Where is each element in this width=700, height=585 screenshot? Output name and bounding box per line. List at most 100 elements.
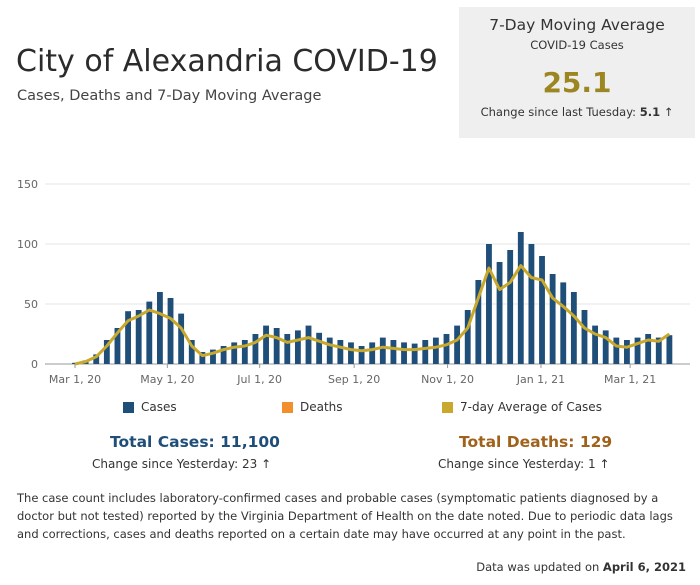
case-bar xyxy=(645,334,652,364)
case-bar xyxy=(156,292,163,364)
total-deaths: Total Deaths: 129 xyxy=(459,433,613,451)
cases-swatch xyxy=(123,401,134,413)
case-bar xyxy=(337,340,344,364)
up-arrow-icon: ↑ xyxy=(599,457,610,471)
legend-item-cases[interactable]: Cases xyxy=(123,400,177,414)
legend-label-avg: 7-day Average of Cases xyxy=(460,400,602,414)
kpi-change: Change since last Tuesday: 5.1 ↑ xyxy=(459,105,695,119)
case-bar xyxy=(231,342,238,364)
case-bar xyxy=(496,262,503,364)
case-bar xyxy=(263,325,269,364)
y-tick-label: 0 xyxy=(31,358,38,371)
case-bar xyxy=(220,346,227,364)
deaths-change-text: Change since Yesterday: 1 xyxy=(438,457,596,471)
avg-line xyxy=(74,264,671,366)
case-bar xyxy=(634,337,641,364)
case-bar xyxy=(592,325,599,364)
case-bar xyxy=(125,311,131,364)
kpi-change-label: Change since last Tuesday: xyxy=(480,105,637,119)
case-bar xyxy=(624,340,630,364)
case-bar xyxy=(411,343,418,364)
cases-chart: 0 50 100 150 Mar 1, 20 May 1, 20 Jul 1, 20 Sep … xyxy=(17,178,690,386)
case-bar xyxy=(549,274,556,364)
case-bar xyxy=(507,250,514,364)
updated-date: April 6, 2021 xyxy=(602,560,686,574)
x-tick-label: Jan 1, 21 xyxy=(516,373,565,386)
case-bar xyxy=(103,340,110,364)
case-bar xyxy=(294,330,301,364)
case-bar xyxy=(210,349,216,364)
case-bar xyxy=(114,328,121,364)
moving-average-card: 7-Day Moving Average COVID-19 Cases 25.1… xyxy=(459,7,695,138)
case-bar xyxy=(581,310,588,364)
case-bar xyxy=(369,342,376,364)
legend-label-cases: Cases xyxy=(141,400,177,414)
cases-change-text: Change since Yesterday: 23 xyxy=(92,457,258,471)
case-bar xyxy=(379,337,386,364)
updated-note: Data was updated on April 6, 2021 xyxy=(476,560,686,574)
total-cases: Total Cases: 11,100 xyxy=(110,433,280,451)
case-bar xyxy=(199,352,206,364)
x-tick-label: Mar 1, 20 xyxy=(49,373,101,386)
case-bar xyxy=(570,292,577,364)
case-bar xyxy=(475,280,482,364)
case-bar xyxy=(539,256,545,364)
x-tick-label: Jul 1, 20 xyxy=(236,373,282,386)
x-tick-label: May 1, 20 xyxy=(140,373,194,386)
y-tick-label: 150 xyxy=(17,178,38,191)
case-bar xyxy=(358,346,365,364)
case-bar xyxy=(188,340,195,364)
kpi-subtitle: COVID-19 Cases xyxy=(530,38,624,52)
case-bar xyxy=(464,310,471,364)
x-tick-label: Sep 1, 20 xyxy=(328,373,380,386)
x-tick-label: Mar 1, 21 xyxy=(604,373,656,386)
case-bar xyxy=(146,301,153,364)
page-subtitle: Cases, Deaths and 7-Day Moving Average xyxy=(17,88,322,104)
legend-item-avg[interactable]: 7-day Average of Cases xyxy=(442,400,602,414)
case-bar xyxy=(454,325,461,364)
y-tick-label: 100 xyxy=(17,238,38,251)
kpi-change-value: 5.1 xyxy=(639,105,661,119)
case-bar xyxy=(401,342,407,364)
case-bar xyxy=(528,244,535,364)
case-bar xyxy=(135,310,142,364)
deaths-swatch xyxy=(282,401,293,413)
case-bar xyxy=(666,335,673,364)
case-bar xyxy=(178,313,185,364)
case-bar xyxy=(284,334,291,364)
case-bar xyxy=(613,337,620,364)
case-bar xyxy=(655,337,662,364)
legend-label-deaths: Deaths xyxy=(300,400,343,414)
case-bar xyxy=(326,337,333,364)
up-arrow-icon: ↑ xyxy=(663,105,674,119)
case-bar xyxy=(241,340,248,364)
page-title: City of Alexandria COVID-19 xyxy=(16,44,438,79)
legend-item-deaths[interactable]: Deaths xyxy=(282,400,343,414)
case-bar xyxy=(390,340,397,364)
case-bar xyxy=(93,354,100,364)
case-bar xyxy=(602,330,609,364)
kpi-title: 7-Day Moving Average xyxy=(489,16,665,34)
case-bar xyxy=(348,342,354,364)
chart-legend: Cases Deaths 7-day Average of Cases xyxy=(0,400,700,418)
kpi-value: 25.1 xyxy=(542,66,612,99)
case-bar xyxy=(560,282,567,364)
case-bar xyxy=(273,328,280,364)
case-bar xyxy=(305,325,312,364)
case-bar xyxy=(167,298,174,364)
case-bar xyxy=(486,244,492,364)
footnote: The case count includes laboratory-confi… xyxy=(17,491,673,541)
avg-swatch xyxy=(442,401,453,413)
y-tick-label: 50 xyxy=(24,298,38,311)
x-tick-label: Nov 1, 20 xyxy=(421,373,474,386)
updated-label: Data was updated on xyxy=(476,560,600,574)
case-bar xyxy=(443,334,450,364)
case-bar xyxy=(422,340,429,364)
up-arrow-icon: ↑ xyxy=(261,457,272,471)
case-bar xyxy=(432,337,439,364)
cases-change: Change since Yesterday: 23 ↑ xyxy=(92,457,271,471)
deaths-change: Change since Yesterday: 1 ↑ xyxy=(438,457,610,471)
case-bar xyxy=(517,232,524,364)
case-bar xyxy=(252,334,259,364)
case-bar xyxy=(316,332,323,364)
